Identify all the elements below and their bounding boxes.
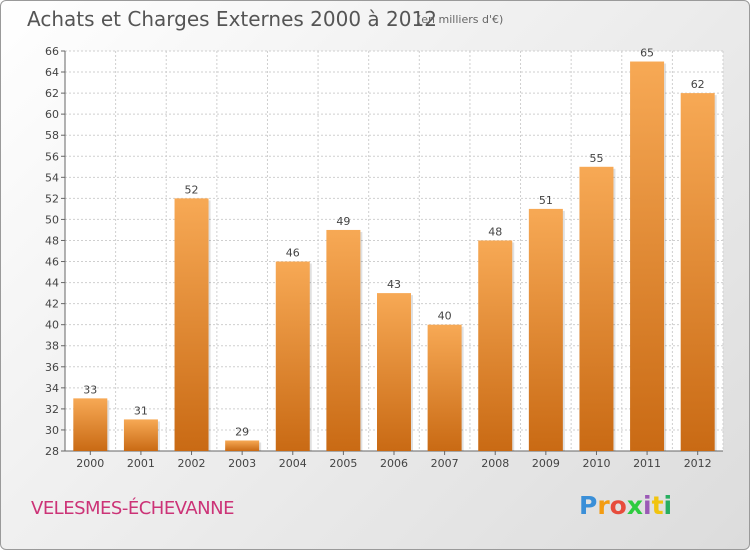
y-tick-label: 28 (45, 445, 59, 458)
data-label: 62 (691, 78, 705, 91)
data-label: 40 (438, 310, 452, 323)
data-label: 55 (589, 152, 603, 165)
chart-title: Achats et Charges Externes 2000 à 2012 (27, 7, 437, 31)
commune-name: VELESMES-ÉCHEVANNE (31, 498, 234, 519)
bar-2006 (377, 293, 411, 451)
data-label: 52 (185, 183, 199, 196)
data-label: 46 (286, 247, 300, 260)
x-tick-label: 2012 (684, 457, 712, 470)
y-tick-label: 62 (45, 87, 59, 100)
data-label: 33 (83, 383, 97, 396)
labels: 28 30 32 34 36 38 40 42 44 46 48 50 52 54 56 58 60 62 64 66… (45, 45, 712, 470)
logo-letter: t (651, 491, 664, 520)
x-tick-label: 2003 (228, 457, 256, 470)
x-tick-label: 2008 (481, 457, 509, 470)
data-label: 31 (134, 404, 148, 417)
x-tick-label: 2007 (431, 457, 459, 470)
logo-letter: o (609, 491, 627, 520)
bar-2002 (174, 198, 209, 451)
y-tick-label: 60 (45, 108, 59, 121)
bar-2004 (275, 261, 310, 451)
x-tick-label: 2010 (582, 457, 610, 470)
y-tick-label: 40 (45, 319, 59, 332)
bar-2011 (630, 61, 665, 452)
y-tick-label: 32 (45, 403, 59, 416)
x-tick-label: 2006 (380, 457, 408, 470)
data-label: 51 (539, 194, 553, 207)
y-tick-label: 34 (45, 382, 59, 395)
x-tick-label: 2000 (76, 457, 104, 470)
bar-2005 (326, 229, 361, 451)
x-tick-label: 2004 (279, 457, 307, 470)
y-tick-label: 48 (45, 234, 59, 247)
y-tick-label: 52 (45, 192, 59, 205)
y-tick-label: 50 (45, 213, 59, 226)
logo-letter: P (579, 491, 598, 520)
y-tick-label: 30 (45, 424, 59, 437)
logo-letter: r (597, 491, 610, 520)
y-tick-label: 46 (45, 256, 59, 269)
bar-2003 (225, 440, 260, 451)
x-tick-label: 2011 (633, 457, 661, 470)
x-tick-label: 2009 (532, 457, 560, 470)
chart-subtitle: (en milliers d'€) (417, 13, 504, 26)
y-tick-label: 56 (45, 150, 59, 163)
bar-2000 (73, 398, 108, 451)
data-label: 29 (235, 425, 249, 438)
data-label: 65 (640, 47, 654, 60)
x-tick-label: 2005 (329, 457, 357, 470)
data-label: 48 (488, 225, 502, 238)
bar-2008 (478, 240, 513, 451)
bar-2001 (123, 419, 158, 451)
x-tick-label: 2002 (178, 457, 206, 470)
y-tick-label: 42 (45, 298, 59, 311)
proxiti-logo[interactable]: Proxiti (579, 491, 672, 520)
logo-letter: i (663, 491, 673, 520)
bar-2012 (680, 93, 715, 452)
y-tick-label: 66 (45, 45, 59, 58)
logo-letter: i (643, 491, 652, 520)
y-tick-label: 44 (45, 277, 59, 290)
x-tick-label: 2001 (127, 457, 155, 470)
bars (73, 61, 717, 452)
y-tick-label: 36 (45, 361, 59, 374)
bar-2010 (579, 166, 614, 451)
y-tick-label: 64 (45, 66, 59, 79)
y-tick-label: 58 (45, 129, 59, 142)
logo-letter: x (626, 491, 643, 520)
y-tick-label: 38 (45, 340, 59, 353)
bar-2009 (528, 208, 563, 451)
bar-2007 (427, 324, 462, 451)
y-tick-label: 54 (45, 171, 59, 184)
data-label: 49 (336, 215, 350, 228)
data-label: 43 (387, 278, 401, 291)
